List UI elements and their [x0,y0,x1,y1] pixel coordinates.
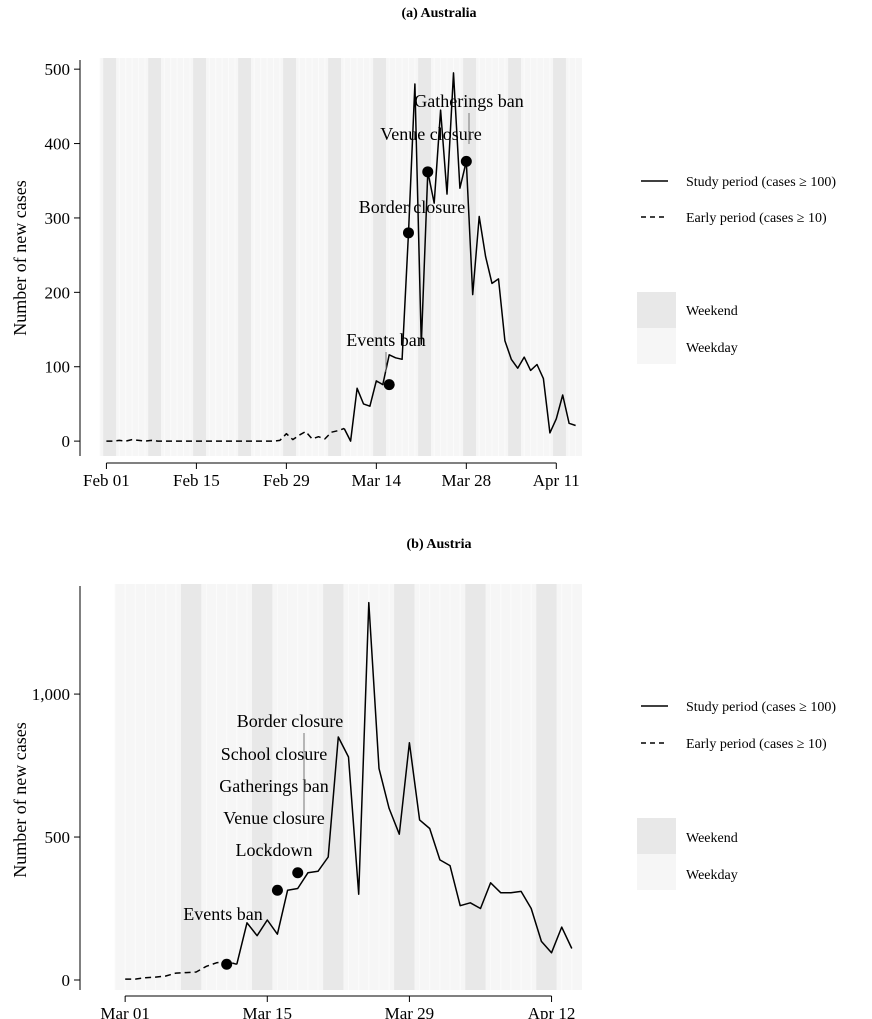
panel-australia: (a) Australia 0 100 200 300 400 500 Feb 01 Feb … [10,6,582,490]
x-tick-label: Feb 29 [263,471,310,490]
y-axis-label: Number of new cases [10,180,30,335]
weekend-band [283,58,297,456]
event-label: Border closure [359,197,465,217]
event-markers: Events ban Border closure Venue closure Gat… [346,91,524,391]
event-markers: Events ban Lockdown Venue closure Gathering… [183,711,343,970]
day-bands [114,584,582,990]
y-tick-label: 400 [45,135,71,154]
early-period-line [106,427,345,442]
weekend-band [508,58,521,456]
event-marker [422,166,434,178]
panel-austria: (b) Austria 0 500 1,000 Mar 01 Mar 15 Mar 29 A… [10,537,582,1019]
x-tick-label: Mar 29 [385,1004,435,1019]
series-lines [106,72,576,442]
panel-title: (b) Austria [407,537,472,552]
study-period-line [343,72,576,442]
event-marker [271,884,283,896]
legend-weekend-label: Weekend [686,304,738,319]
legend-early-label: Early period (cases ≥ 10) [686,211,827,226]
weekend-band [238,58,252,456]
legend-australia: Study period (cases ≥ 100) Early period … [637,175,836,364]
event-label: Events ban [183,904,262,924]
event-label: Lockdown [236,840,313,860]
y-tick-label: 100 [45,358,71,377]
weekend-band [328,58,341,456]
legend-study-label: Study period (cases ≥ 100) [686,700,836,715]
x-tick-label: Mar 28 [442,471,492,490]
weekend-band [180,584,202,990]
day-bands [99,58,582,456]
y-tick-label: 0 [62,432,71,451]
panel-title: (a) Australia [401,6,476,21]
event-marker [383,379,395,391]
legend-weekday-swatch [637,328,676,364]
event-label: Events ban [346,330,425,350]
x-tick-label: Mar 15 [242,1004,292,1019]
y-tick-label: 1,000 [32,685,70,704]
weekend-band [103,58,117,456]
y-tick-label: 300 [45,209,71,228]
event-label: Venue closure [223,808,324,828]
weekend-band [536,584,557,990]
study-period-line [236,601,573,965]
legend-weekend-swatch [637,818,676,854]
early-period-line [125,960,238,980]
y-axis-label: Number of new cases [10,722,30,877]
weekend-band [553,58,566,456]
x-tick-label: Mar 14 [352,471,402,490]
y-tick-label: 500 [45,60,71,79]
event-marker [460,155,472,167]
event-marker [402,227,414,239]
event-label: Gatherings ban [414,91,523,111]
event-label: Border closure [237,711,343,731]
event-label: Venue closure [380,124,481,144]
series-lines [125,601,573,980]
weekend-band [148,58,162,456]
weekend-band [323,584,344,990]
legend-weekend-swatch [637,292,676,328]
legend-weekday-swatch [637,854,676,890]
weekend-band [463,58,476,456]
weekend-band [465,584,486,990]
y-tick-label: 200 [45,283,71,302]
weekend-band [373,58,386,456]
legend-weekday-label: Weekday [686,341,738,356]
legend-weekend-label: Weekend [686,831,738,846]
legend-weekday-label: Weekday [686,868,738,883]
axes: 0 500 1,000 Mar 01 Mar 15 Mar 29 Apr 12 [32,586,576,1019]
x-tick-label: Feb 15 [173,471,220,490]
event-marker [292,867,304,879]
legend-early-label: Early period (cases ≥ 10) [686,737,827,752]
event-label: Gatherings ban [219,776,328,796]
x-tick-label: Apr 11 [533,471,580,490]
x-tick-label: Mar 01 [100,1004,150,1019]
event-marker [221,958,233,970]
weekend-band [193,58,207,456]
legend-study-label: Study period (cases ≥ 100) [686,175,836,190]
x-tick-label: Feb 01 [83,471,130,490]
y-tick-label: 500 [45,828,71,847]
axes: 0 100 200 300 400 500 Feb 01 Feb 15 Feb 29 Mar 14… [45,60,580,490]
legend-austria: Study period (cases ≥ 100) Early period … [637,700,836,890]
x-tick-label: Apr 12 [528,1004,576,1019]
weekend-band [252,584,273,990]
y-tick-label: 0 [62,971,71,990]
event-label: School closure [221,744,327,764]
